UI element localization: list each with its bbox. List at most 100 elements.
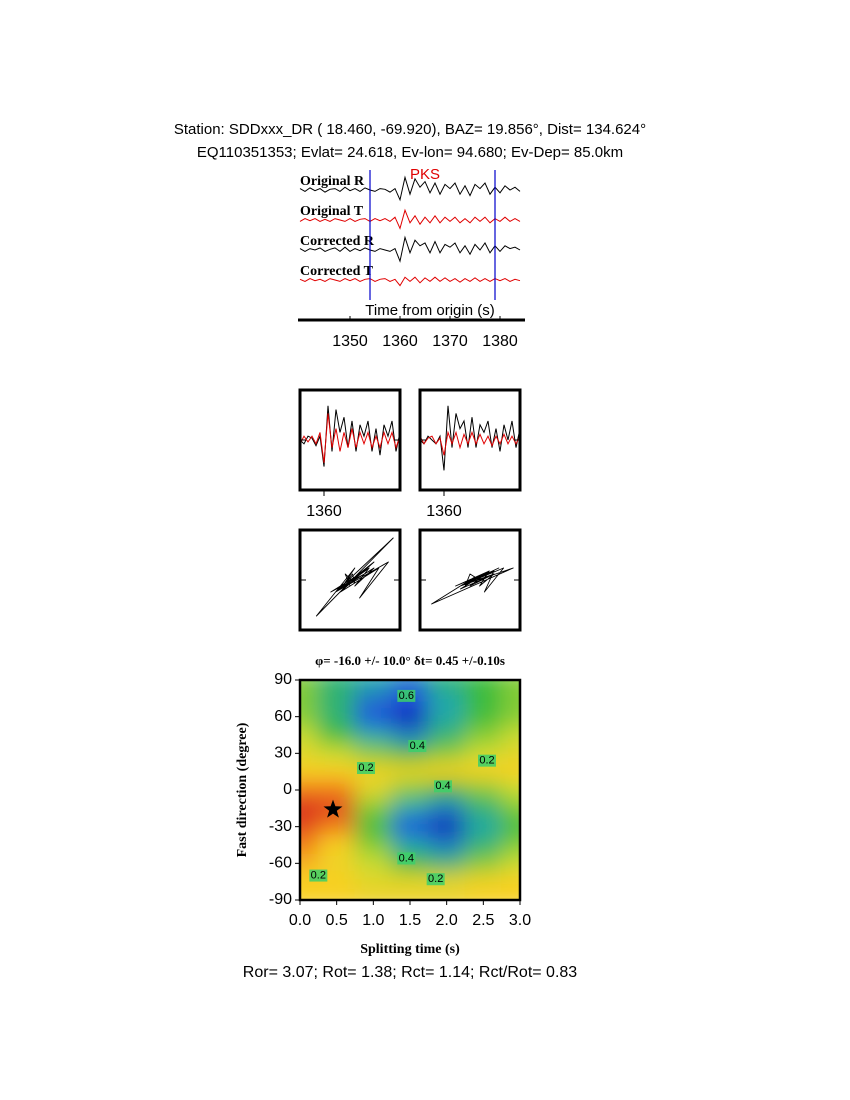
particle-motion	[315, 537, 394, 617]
x-tick-label: 1360	[382, 333, 418, 350]
energy-cell	[300, 853, 319, 873]
trace	[299, 175, 521, 202]
energy-cell	[464, 853, 503, 873]
stats: Ror= 3.07; Rot= 1.38; Rct= 1.14; Rct/Rot…	[243, 964, 578, 981]
energy-cell	[354, 853, 393, 873]
energy-cell	[317, 853, 356, 873]
title: Station: SDDxxx_DR ( 18.460, -69.920), B…	[174, 121, 646, 138]
contour-title: φ= -16.0 +/- 10.0° δt= 0.45 +/-0.10s	[315, 653, 505, 668]
energy-cell	[391, 707, 429, 727]
energy-cell	[354, 743, 393, 763]
energy-cell	[317, 835, 356, 855]
x-tick-label: 1380	[482, 333, 518, 350]
energy-cell	[427, 688, 466, 708]
contour-label-box	[357, 762, 375, 774]
best-fit-star	[323, 799, 343, 818]
energy-cell	[391, 798, 429, 818]
trace	[299, 276, 521, 287]
energy-cell	[501, 853, 520, 873]
energy-cell	[464, 762, 503, 782]
energy-cell	[464, 688, 503, 708]
window-trace	[419, 430, 521, 456]
y-tick-label: 60	[274, 708, 292, 725]
energy-cell	[354, 817, 393, 837]
x-tick-label: 2.0	[436, 912, 458, 929]
energy-cell	[501, 688, 520, 708]
energy-cell	[317, 707, 356, 727]
energy-cell	[300, 835, 319, 855]
contour-label-box	[426, 873, 445, 886]
x-tick-label: 1.5	[399, 912, 421, 929]
energy-cell	[317, 817, 356, 837]
x-axis-label: Time from origin (s)	[365, 302, 494, 319]
energy-cell	[300, 798, 319, 818]
contour-label-box	[309, 869, 328, 882]
energy-cell	[501, 707, 520, 727]
contour-label: 0.2	[428, 873, 443, 885]
energy-cell	[354, 890, 393, 900]
energy-cell	[501, 762, 520, 782]
x-tick-label: 1350	[332, 333, 368, 350]
x-tick-label: 1.0	[362, 912, 384, 929]
energy-cell	[427, 743, 466, 763]
x-tick-label: 0.0	[289, 912, 311, 929]
energy-cell	[317, 762, 356, 782]
x-tick-label: 2.5	[472, 912, 494, 929]
trace-label: Original R	[300, 174, 365, 189]
contour-label-box	[397, 689, 416, 702]
contour-label-box	[408, 740, 427, 752]
energy-cell	[427, 835, 466, 855]
energy-cell	[354, 725, 393, 745]
energy-cell	[464, 725, 503, 745]
trace	[299, 235, 521, 263]
energy-cell	[300, 707, 319, 727]
contour-label-box	[397, 852, 416, 865]
energy-cell	[300, 817, 319, 837]
trace-label: Corrected R	[300, 234, 375, 249]
energy-cell	[501, 890, 520, 900]
trace-label: Corrected T	[300, 264, 374, 279]
energy-cell	[464, 798, 503, 818]
subtitle: EQ110351353; Evlat= 24.618, Ev-lon= 94.6…	[197, 144, 623, 161]
trace-label: Original T	[300, 204, 364, 219]
x-tick-label: 3.0	[509, 912, 531, 929]
energy-cell	[391, 725, 429, 745]
energy-cell	[464, 835, 503, 855]
energy-cell	[317, 780, 356, 800]
phase-label: PKS	[410, 166, 440, 183]
energy-cell	[501, 680, 520, 690]
x-tick-label: 0.5	[326, 912, 348, 929]
energy-cell	[427, 725, 466, 745]
x-tick-label: 1360	[426, 503, 462, 520]
contour-label-box	[434, 780, 452, 793]
energy-cell	[317, 680, 356, 690]
energy-cell	[427, 817, 466, 837]
energy-cell	[464, 817, 503, 837]
energy-cell	[300, 680, 319, 690]
contour-label: 0.2	[358, 762, 373, 774]
x-tick-label: 1370	[432, 333, 468, 350]
x-tick-label: 1360	[306, 503, 342, 520]
contour-label: 0.4	[435, 780, 450, 792]
energy-cell	[501, 780, 520, 800]
energy-cell	[391, 835, 429, 855]
energy-cell	[427, 680, 466, 690]
energy-cell	[354, 680, 393, 690]
energy-cell	[317, 688, 356, 708]
energy-cell	[354, 688, 393, 708]
energy-cell	[391, 872, 429, 892]
energy-cell	[354, 835, 393, 855]
y-tick-label: 90	[274, 671, 292, 688]
energy-cell	[391, 817, 429, 837]
x-axis-label: Splitting time (s)	[360, 942, 460, 957]
energy-cell	[317, 743, 356, 763]
energy-cell	[464, 890, 503, 900]
energy-cell	[391, 680, 429, 690]
energy-cell	[354, 872, 393, 892]
energy-cell	[464, 680, 503, 690]
contour-label: 0.4	[399, 852, 414, 864]
energy-cell	[501, 798, 520, 818]
energy-cell	[427, 707, 466, 727]
